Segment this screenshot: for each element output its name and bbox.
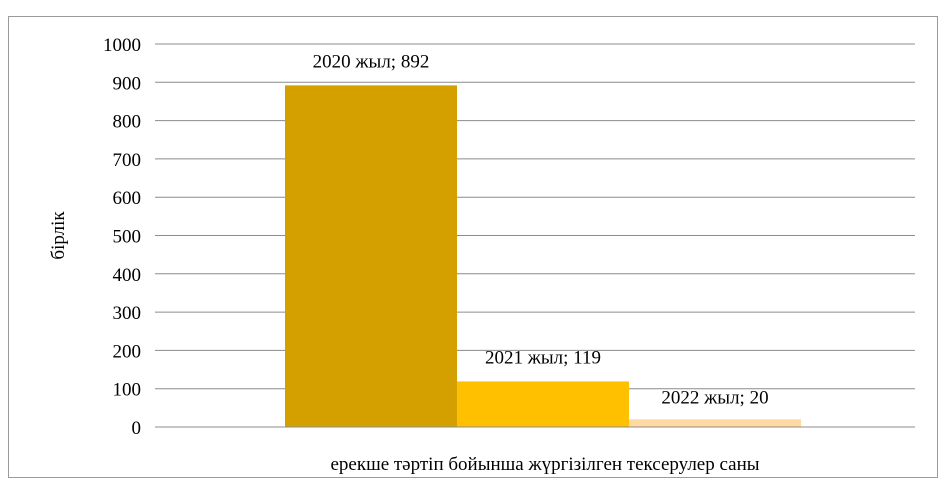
y-tick-label: 200 xyxy=(113,341,142,362)
bar-2 xyxy=(457,381,629,427)
bar-3 xyxy=(629,419,801,427)
y-tick-label: 900 xyxy=(113,73,142,94)
y-axis-ticks: 0 100 200 300 400 500 600 700 800 900 1000 xyxy=(103,35,141,439)
data-label-1: 2020 жыл; 892 xyxy=(313,51,430,72)
y-tick-label: 100 xyxy=(113,380,142,401)
y-tick-label: 500 xyxy=(113,227,142,248)
y-tick-label: 1000 xyxy=(103,35,141,56)
y-tick-label: 600 xyxy=(113,188,142,209)
y-tick-label: 0 xyxy=(132,418,142,439)
y-axis-title: бірлік xyxy=(48,211,69,260)
category-label: ерекше тәртіп бойынша жүргізілген тексер… xyxy=(330,454,759,475)
y-tick-label: 800 xyxy=(113,112,142,133)
bars xyxy=(285,85,801,427)
gridlines xyxy=(155,43,915,390)
data-label-2: 2021 жыл; 119 xyxy=(485,347,601,368)
data-label-3: 2022 жыл; 20 xyxy=(661,387,768,408)
y-tick-label: 400 xyxy=(113,265,142,286)
y-tick-label: 300 xyxy=(113,303,142,324)
y-tick-label: 700 xyxy=(113,150,142,171)
bar-1 xyxy=(285,85,457,427)
data-labels: 2020 жыл; 892 2021 жыл; 119 2022 жыл; 20 xyxy=(313,51,769,408)
